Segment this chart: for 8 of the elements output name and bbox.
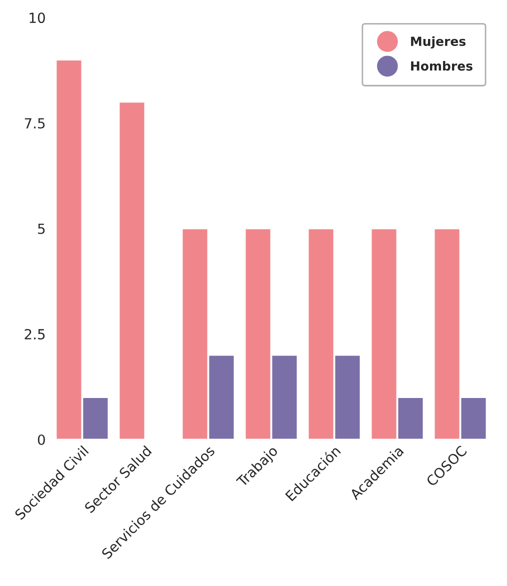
y-tick-label: 7.5 [24, 118, 45, 129]
bar [118, 101, 146, 440]
y-tick-label: 2.5 [24, 328, 45, 340]
y-tick-label: 5 [38, 224, 45, 234]
legend-label: Hombres [411, 61, 472, 71]
legend-label: Mujeres [411, 36, 466, 49]
y-tick-label: 0 [38, 434, 45, 445]
y-tick-label: 10 [30, 12, 45, 24]
